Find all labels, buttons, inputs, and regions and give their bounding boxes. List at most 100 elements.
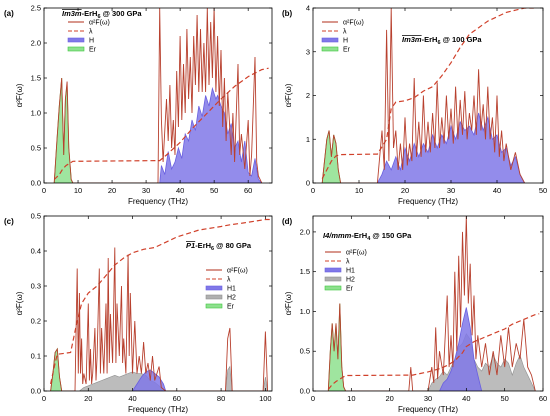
y-tick-label: 2.0 (31, 39, 41, 48)
legend-label: λ (346, 259, 350, 266)
x-axis-label: Frequency (THz) (398, 405, 458, 414)
x-tick-label: 20 (84, 394, 92, 403)
legend-label: Er (346, 286, 354, 293)
series-lambda-line (321, 8, 534, 179)
y-tick-label: 0.0 (300, 387, 310, 396)
x-tick-label: 10 (355, 186, 363, 195)
panel-c: 0 20 40 60 80 100 0.0 0.1 0.2 0.3 0.4 0.5 Frequency … (4, 212, 273, 414)
panel-letter: (a) (4, 9, 14, 18)
y-tick-label: 2.5 (31, 4, 41, 13)
legend-swatch (324, 285, 342, 291)
x-tick-label: 30 (142, 186, 150, 195)
y-tick-label: 0.5 (31, 144, 41, 153)
legend-item-lambda: λ (325, 259, 350, 266)
legend-item-h1: H1 (324, 267, 355, 275)
x-tick-label: 100 (259, 394, 272, 403)
x-tick-label: 0 (311, 394, 315, 403)
legend-item-h: H (67, 38, 94, 45)
legend-label: Er (343, 47, 351, 54)
legend-swatch (324, 276, 342, 282)
y-tick-label: 0.5 (31, 212, 41, 221)
legend-item-er: Er (324, 285, 354, 293)
compound-title: I4/mmm-ErH4 @ 150 GPa (323, 231, 412, 242)
x-tick-label: 60 (244, 186, 252, 195)
plot-area (321, 8, 534, 183)
plot-area (53, 8, 269, 183)
legend: α²F(ω) λH Er (321, 20, 364, 54)
legend-item-lambda: λ (322, 29, 347, 36)
plot-area (50, 218, 270, 391)
panel-letter: (c) (4, 217, 14, 226)
y-tick-label: 0.0 (31, 387, 41, 396)
y-tick-label: 0.0 (31, 179, 41, 188)
y-tick-label: 2 (306, 91, 310, 100)
y-tick-label: 1.0 (31, 109, 41, 118)
legend-label: λ (227, 277, 231, 284)
legend-item-h1: H1 (205, 285, 236, 293)
y-tick-label: 1 (306, 135, 310, 144)
series-alpha2f-line (321, 8, 525, 183)
x-axis-label: Frequency (THz) (398, 197, 458, 206)
legend-label: λ (343, 29, 347, 36)
legend-label: H2 (227, 295, 236, 302)
x-tick-label: 0 (311, 186, 315, 195)
legend-item-alpha2f: α²F(ω) (325, 250, 367, 257)
series-alpha2f-line (50, 247, 269, 391)
y-tick-label: 1.0 (300, 307, 310, 316)
legend-label: λ (89, 29, 93, 36)
x-tick-label: 60 (173, 394, 181, 403)
x-tick-label: 50 (539, 186, 547, 195)
y-axis-label: α²F(ω) (15, 83, 24, 107)
panel-a: 0 10 20 30 40 50 60 0.0 0.5 1.0 1.5 2.0 2.5 Frequency… (4, 4, 273, 206)
legend-label: α²F(ω) (346, 250, 367, 257)
legend-label: H (343, 38, 348, 45)
legend-swatch (321, 46, 339, 52)
series-h-area (159, 86, 263, 183)
x-tick-label: 0 (42, 394, 46, 403)
x-tick-label: 50 (500, 394, 508, 403)
x-tick-label: 30 (447, 186, 455, 195)
x-tick-label: 20 (401, 186, 409, 195)
x-tick-label: 40 (462, 394, 470, 403)
x-tick-label: 30 (424, 394, 432, 403)
x-tick-label: 40 (128, 394, 136, 403)
series-alpha2f-line (327, 216, 536, 391)
x-tick-label: 80 (217, 394, 225, 403)
legend-swatch (205, 285, 223, 291)
legend-swatch (205, 303, 223, 309)
x-axis-label: Frequency (THz) (128, 197, 188, 206)
legend-swatch (67, 46, 85, 52)
plot-area (327, 216, 540, 391)
legend-label: α²F(ω) (227, 268, 248, 275)
legend-item-alpha2f: α²F(ω) (322, 20, 364, 27)
compound-title: P1-ErH6 @ 80 GPa (186, 241, 252, 252)
x-axis-label: Frequency (THz) (128, 405, 188, 414)
legend-swatch (324, 267, 342, 273)
legend-item-h: H (321, 37, 348, 45)
legend-label: α²F(ω) (343, 20, 364, 27)
y-tick-label: 2.0 (300, 227, 310, 236)
y-tick-label: 0.5 (300, 347, 310, 356)
y-tick-label: 1.5 (31, 74, 41, 83)
y-tick-label: 0.4 (31, 247, 41, 256)
legend-swatch (321, 37, 339, 43)
y-tick-label: 0.2 (31, 317, 41, 326)
legend-item-lambda: λ (68, 29, 93, 36)
x-tick-label: 60 (539, 394, 547, 403)
legend-item-alpha2f: α²F(ω) (68, 20, 110, 27)
series-alpha2f-line (53, 8, 263, 183)
y-tick-label: 3 (306, 47, 310, 56)
legend: α²F(ω) λH Er (67, 20, 110, 54)
panel-b: 0 10 20 30 40 50 0 1 2 3 4 Frequency (THz) α²F(ω) (b)… (282, 4, 547, 207)
legend-item-h2: H2 (205, 295, 236, 302)
legend-item-alpha2f: α²F(ω) (206, 268, 248, 275)
legend-item-er: Er (321, 46, 351, 54)
x-tick-label: 40 (176, 186, 184, 195)
series-lambda-line (53, 67, 269, 180)
panel-letter: (b) (282, 9, 293, 18)
legend-item-h2: H2 (324, 276, 355, 284)
series-h1-area (132, 369, 167, 391)
panel-letter: (d) (282, 217, 293, 226)
legend: α²F(ω) λ H1 H2 Er (324, 250, 367, 293)
